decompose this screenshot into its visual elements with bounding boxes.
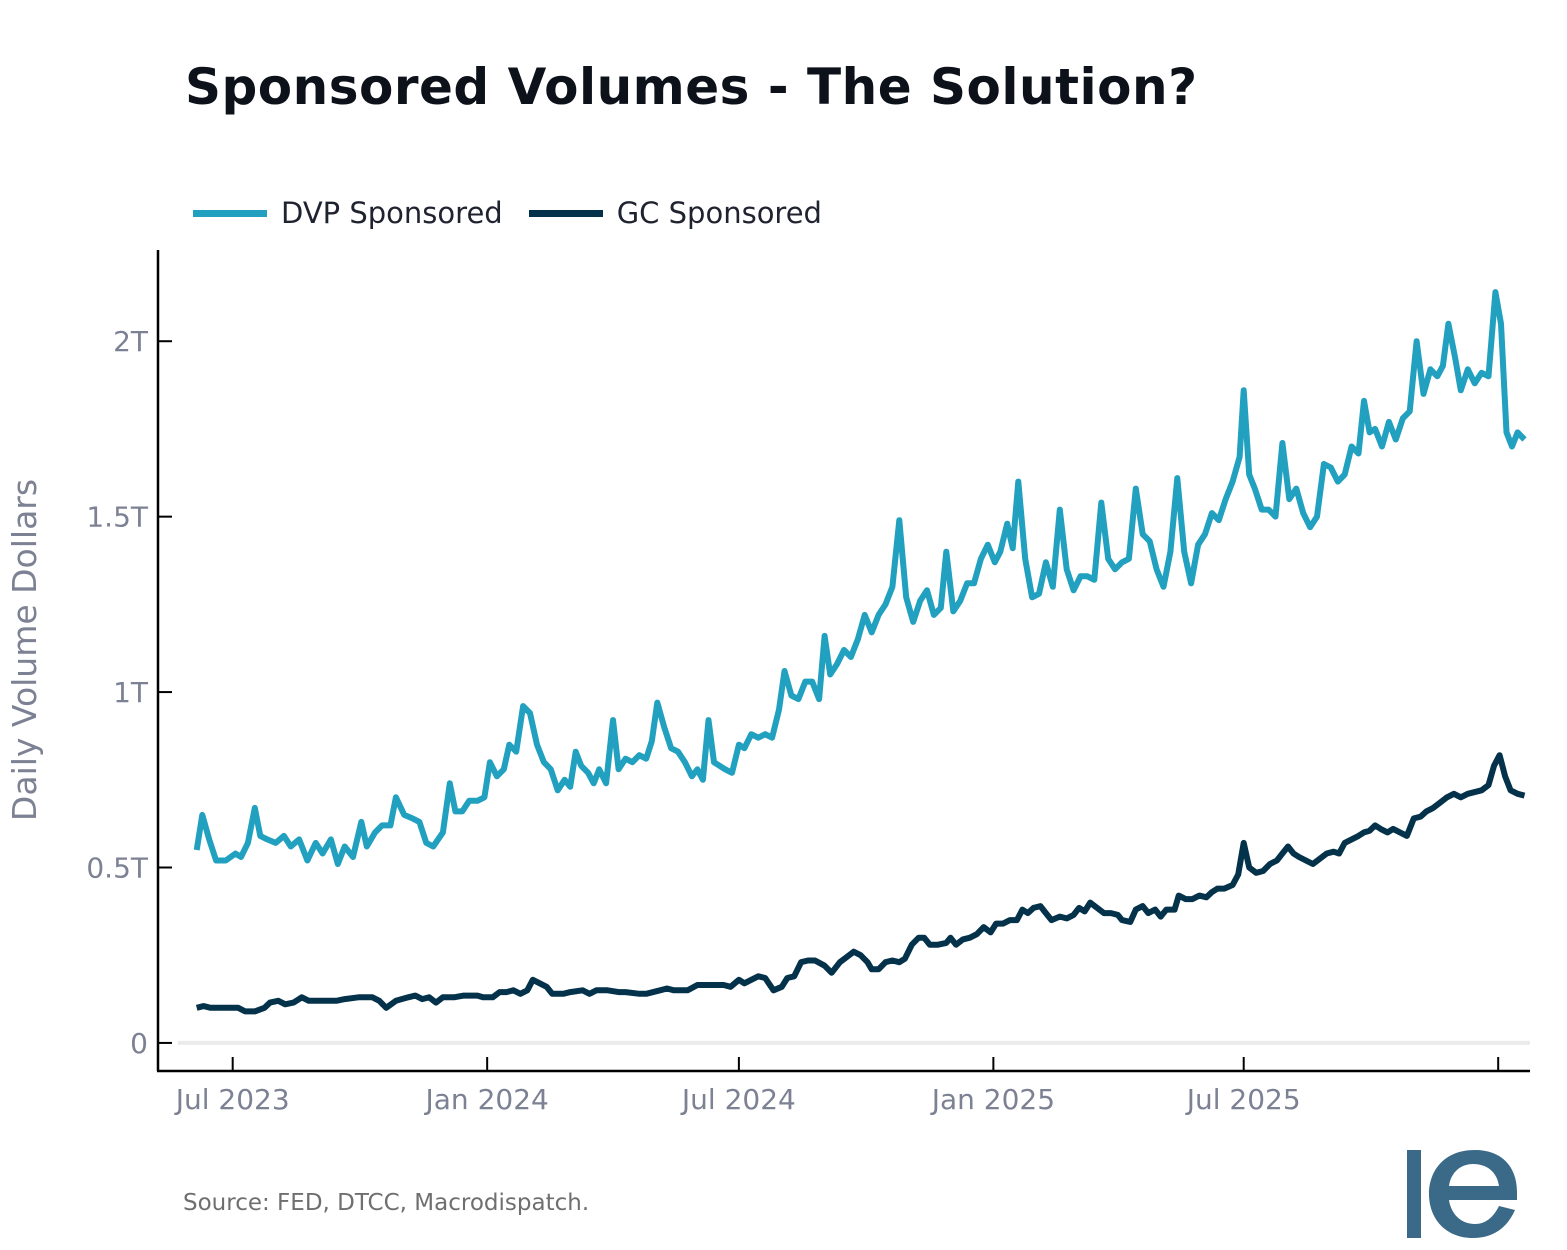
ie-logo-icon	[1407, 1150, 1517, 1238]
source-note: Source: FED, DTCC, Macrodispatch.	[183, 1190, 590, 1216]
legend-label-gc: GC Sponsored	[616, 196, 822, 230]
chart-title: Sponsored Volumes - The Solution?	[185, 58, 1198, 116]
brand-logo	[1405, 1148, 1520, 1244]
x-tick-label: Jul 2023	[174, 1083, 290, 1116]
x-tick-label: Jul 2024	[680, 1083, 796, 1116]
x-tick-label: Jul 2025	[1185, 1083, 1301, 1116]
legend: DVP Sponsored GC Sponsored	[193, 196, 848, 230]
legend-item-gc-sponsored[interactable]: GC Sponsored	[528, 196, 822, 230]
y-tick-label: 0	[130, 1027, 148, 1060]
y-tick-label: 0.5T	[86, 852, 149, 885]
y-tick-label: 2T	[113, 325, 149, 358]
legend-item-dvp-sponsored[interactable]: DVP Sponsored	[193, 196, 503, 230]
series-line-gc-sponsored[interactable]	[195, 752, 1526, 1015]
legend-swatch-gc	[528, 209, 603, 217]
legend-label-dvp: DVP Sponsored	[281, 196, 503, 230]
y-tick-label: 1.5T	[86, 501, 149, 534]
y-tick-label: 1T	[113, 676, 149, 709]
series-line-dvp-sponsored[interactable]	[193, 289, 1527, 867]
x-tick-label: Jan 2025	[930, 1083, 1055, 1116]
legend-swatch-dvp	[193, 209, 267, 217]
y-axis-title: Daily Volume Dollars	[5, 479, 44, 821]
x-tick-label: Jan 2024	[424, 1083, 549, 1116]
